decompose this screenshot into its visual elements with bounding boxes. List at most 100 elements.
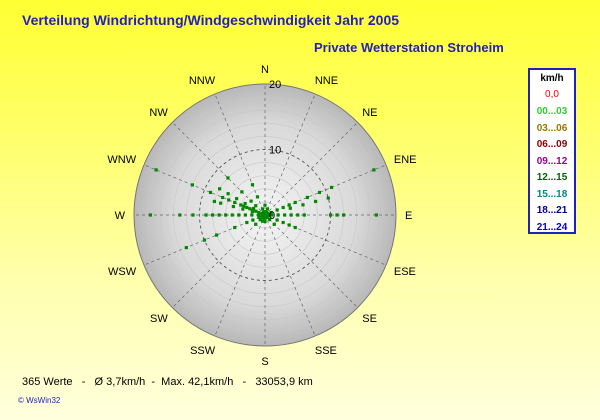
wind-point [260, 219, 265, 223]
wind-point [226, 176, 230, 180]
legend-item: 21...24 [536, 221, 568, 233]
station-name: Private Wetterstation Stroheim [314, 40, 504, 55]
legend-unit: km/h [540, 73, 564, 84]
wind-point [233, 225, 237, 230]
wind-point [240, 190, 244, 194]
wind-point [237, 213, 241, 217]
wind-point [258, 218, 262, 222]
speed-legend: km/h 0,0 00...03 03...06 06...09 09...12… [528, 68, 576, 234]
wind-point [154, 168, 158, 172]
wind-point [231, 204, 235, 209]
direction-spoke [214, 214, 266, 337]
wind-point [275, 208, 279, 212]
radial-tick-label: 10 [269, 145, 281, 157]
wind-point [211, 213, 215, 217]
direction-label: SE [362, 313, 377, 325]
wind-point [265, 207, 270, 211]
wind-point [260, 207, 265, 211]
wind-point [374, 213, 378, 217]
wind-point [243, 201, 247, 206]
wind-point [243, 213, 247, 217]
direction-label: NW [149, 107, 168, 119]
wind-point [257, 215, 261, 220]
wind-point [233, 200, 237, 205]
direction-label: N [261, 64, 269, 76]
wind-point [245, 205, 249, 210]
legend-calm: 0,0 [545, 89, 559, 100]
chart-title: Verteilung Windrichtung/Windgeschwindigk… [22, 12, 400, 28]
wind-point [249, 199, 253, 203]
wind-point [214, 233, 219, 237]
wind-point [272, 222, 276, 226]
wind-point [245, 220, 249, 225]
legend-item: 09...12 [536, 155, 568, 167]
wind-point [227, 198, 231, 202]
direction-spoke [264, 214, 358, 308]
wind-point [263, 203, 267, 207]
wind-point [241, 207, 245, 211]
legend-item: 03...06 [536, 122, 568, 134]
wind-point [283, 213, 287, 217]
direction-spoke [143, 164, 266, 216]
wind-point [218, 187, 222, 191]
statistics-line: 365 Werte - Ø 3,7km/h - Max. 42,1km/h - … [22, 376, 313, 388]
legend-item: 15...18 [536, 188, 568, 200]
direction-label: NNE [315, 75, 338, 87]
wind-point [275, 218, 279, 222]
wind-point [224, 213, 228, 217]
wind-point [178, 213, 182, 217]
legend-item: 00...03 [536, 106, 568, 117]
wind-point [254, 209, 258, 213]
legend-item: 18...21 [536, 205, 568, 216]
wind-point [335, 213, 339, 217]
direction-label: SW [150, 313, 168, 325]
direction-label: E [405, 210, 412, 222]
wind-point [250, 210, 254, 214]
direction-label: ENE [394, 154, 417, 166]
direction-label: NE [362, 107, 377, 119]
direction-spoke [264, 93, 316, 216]
wind-point [269, 210, 273, 215]
wind-point [184, 245, 188, 250]
direction-spoke [264, 214, 387, 266]
wind-point [296, 213, 300, 217]
wind-point [219, 201, 223, 205]
wind-point [269, 213, 274, 217]
direction-label: S [261, 356, 268, 368]
wind-point [212, 199, 216, 204]
direction-spoke [143, 214, 266, 266]
wind-point [235, 197, 239, 201]
wind-point [301, 203, 305, 207]
wind-point [226, 192, 230, 196]
wind-point [252, 206, 256, 211]
wind-point [342, 213, 346, 217]
wind-point [256, 213, 261, 217]
wind-point [268, 218, 272, 222]
wind-point [281, 205, 285, 210]
wind-point [230, 213, 234, 217]
wind-point [305, 195, 309, 200]
grid-ring [146, 96, 384, 334]
direction-spoke [264, 214, 316, 337]
wind-point [248, 207, 252, 211]
wind-point [372, 168, 376, 172]
direction-spoke [264, 122, 358, 216]
wind-point [293, 200, 297, 205]
direction-spoke [172, 214, 266, 308]
wind-point [202, 238, 207, 242]
wind-point [287, 203, 291, 207]
direction-label: WSW [108, 266, 137, 278]
wind-point [293, 225, 297, 230]
wind-point [148, 213, 152, 217]
wind-point [289, 213, 293, 217]
direction-spoke [264, 164, 387, 216]
calm-center [260, 210, 270, 220]
direction-spoke [214, 93, 266, 216]
wind-point [254, 204, 258, 208]
wind-point [191, 213, 195, 217]
wind-point [302, 213, 306, 217]
legend-item: 06...09 [536, 139, 568, 150]
wind-point [326, 196, 330, 200]
